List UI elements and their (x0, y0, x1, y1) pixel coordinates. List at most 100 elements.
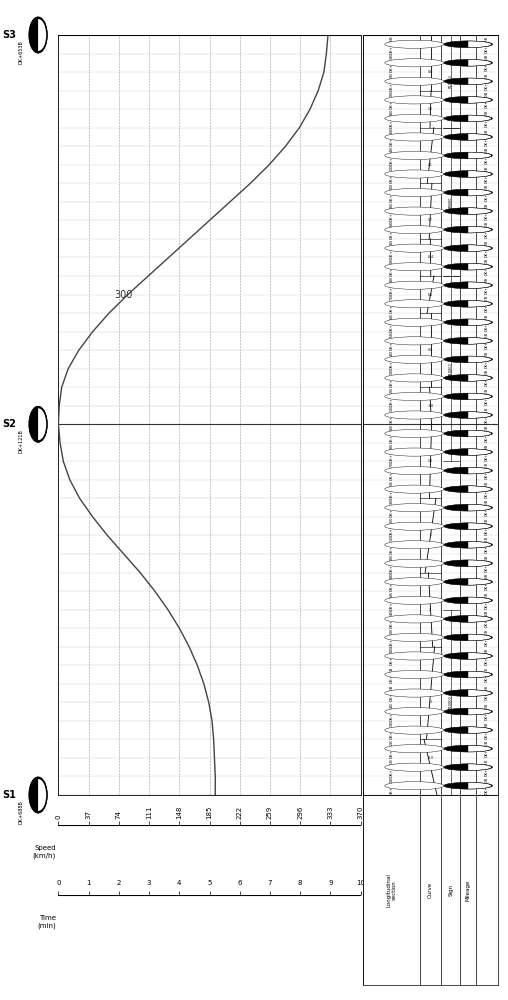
Text: DK+120B: DK+120B (390, 424, 394, 443)
Text: S1: S1 (3, 790, 16, 800)
Text: Curve: Curve (428, 882, 433, 898)
Circle shape (444, 78, 492, 85)
Circle shape (385, 448, 444, 456)
Circle shape (385, 300, 444, 308)
Wedge shape (468, 746, 491, 752)
Wedge shape (468, 467, 491, 474)
Circle shape (444, 97, 492, 103)
Circle shape (385, 77, 444, 85)
Text: DK+96B: DK+96B (485, 686, 489, 700)
Wedge shape (468, 542, 491, 548)
Text: DK+146B: DK+146B (390, 128, 394, 146)
Text: DK+117B: DK+117B (390, 461, 394, 480)
Circle shape (444, 782, 492, 789)
Wedge shape (468, 78, 491, 84)
Circle shape (444, 560, 492, 567)
Text: DK+119B: DK+119B (485, 444, 489, 461)
Text: DK+138B: DK+138B (390, 202, 394, 221)
Text: DK+121B: DK+121B (18, 429, 23, 453)
Circle shape (385, 337, 444, 345)
Text: DK+153B: DK+153B (390, 53, 394, 72)
Circle shape (444, 430, 492, 437)
Text: DK+98B: DK+98B (390, 666, 394, 683)
Text: DK+112B: DK+112B (485, 518, 489, 535)
Wedge shape (468, 616, 491, 622)
Wedge shape (468, 41, 491, 47)
Circle shape (385, 596, 444, 604)
Text: DK+108B: DK+108B (390, 572, 394, 591)
Text: 300: 300 (115, 290, 133, 300)
Circle shape (444, 671, 492, 678)
Text: DK+100B: DK+100B (390, 647, 394, 665)
Text: DK+121B: DK+121B (485, 406, 489, 424)
Circle shape (385, 59, 444, 67)
Wedge shape (468, 412, 491, 418)
Text: DK+100B: DK+100B (485, 647, 489, 665)
Circle shape (385, 263, 444, 271)
Wedge shape (468, 115, 491, 122)
Text: DK+121B: DK+121B (390, 406, 394, 424)
Text: DK+106B: DK+106B (485, 592, 489, 609)
Circle shape (444, 152, 492, 159)
Text: DK+140B: DK+140B (485, 184, 489, 201)
Circle shape (385, 114, 444, 122)
Text: DK+133B: DK+133B (390, 239, 394, 258)
Circle shape (444, 616, 492, 622)
Circle shape (444, 356, 492, 363)
Text: R10000: R10000 (449, 362, 453, 376)
Text: DK+161B: DK+161B (390, 758, 394, 777)
Text: DK+104B: DK+104B (390, 609, 394, 628)
Wedge shape (468, 634, 491, 641)
Wedge shape (468, 523, 491, 529)
Circle shape (385, 151, 444, 160)
Circle shape (385, 485, 444, 493)
Text: DK+123B: DK+123B (485, 369, 489, 386)
Text: DK+163B: DK+163B (485, 722, 489, 739)
Circle shape (385, 708, 444, 716)
Circle shape (444, 523, 492, 530)
Text: 1.0: 1.0 (428, 107, 433, 111)
Circle shape (385, 559, 444, 567)
Text: -0.4: -0.4 (428, 255, 433, 259)
Text: DK+128B: DK+128B (485, 277, 489, 294)
Text: 0.0: 0.0 (428, 70, 433, 74)
Text: DK+102B: DK+102B (485, 629, 489, 646)
Circle shape (385, 318, 444, 326)
Text: Mileage: Mileage (466, 879, 471, 901)
Circle shape (385, 170, 444, 178)
Circle shape (444, 263, 492, 270)
Text: 5: 5 (430, 533, 431, 537)
Circle shape (385, 726, 444, 734)
Circle shape (444, 115, 492, 122)
Circle shape (385, 374, 444, 382)
Wedge shape (468, 486, 491, 492)
Text: 4.1: 4.1 (428, 163, 433, 167)
Text: 0.0: 0.0 (428, 348, 433, 352)
Circle shape (385, 467, 444, 475)
Text: DK+111B: DK+111B (390, 535, 394, 554)
Text: DK+119B: DK+119B (390, 443, 394, 462)
Text: DK+161B: DK+161B (485, 759, 489, 776)
Text: DK+130B: DK+130B (485, 258, 489, 275)
Text: DK+148B: DK+148B (485, 110, 489, 127)
Text: DK+126B: DK+126B (390, 313, 394, 332)
Circle shape (385, 652, 444, 660)
Text: Sign: Sign (448, 884, 453, 896)
Text: DK+144B: DK+144B (390, 146, 394, 165)
Text: 1.7: 1.7 (428, 218, 433, 222)
Circle shape (444, 319, 492, 326)
Text: DK+144B: DK+144B (485, 147, 489, 164)
Circle shape (385, 226, 444, 234)
Circle shape (385, 745, 444, 753)
Circle shape (444, 449, 492, 455)
Circle shape (444, 226, 492, 233)
Circle shape (444, 393, 492, 400)
Circle shape (385, 670, 444, 679)
Text: DK+152B: DK+152B (485, 73, 489, 90)
Wedge shape (468, 97, 491, 103)
Text: DK+160B: DK+160B (485, 777, 489, 794)
Circle shape (444, 764, 492, 771)
Text: DK+155B: DK+155B (485, 36, 489, 53)
Circle shape (385, 188, 444, 197)
Text: DK+96B: DK+96B (390, 685, 394, 701)
